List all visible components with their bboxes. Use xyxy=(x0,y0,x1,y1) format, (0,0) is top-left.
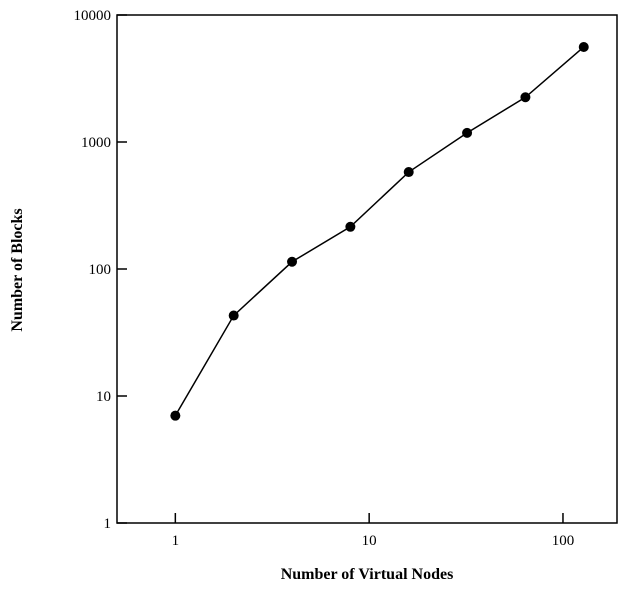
x-tick-label: 1 xyxy=(172,533,180,549)
point xyxy=(228,310,239,321)
y-tick-label: 100 xyxy=(89,262,112,278)
plot-frame xyxy=(116,14,618,524)
x-tick-label: 100 xyxy=(552,533,575,549)
x-tick-label: 10 xyxy=(362,533,377,549)
y-tick-label: 1000 xyxy=(81,135,111,151)
point xyxy=(403,167,414,178)
y-tick-label: 10 xyxy=(96,389,111,405)
y-tick-label: 1 xyxy=(104,516,112,532)
point xyxy=(462,127,473,138)
y-axis-label: Number of Blocks xyxy=(9,208,26,331)
point xyxy=(287,256,298,267)
point xyxy=(345,221,356,232)
line xyxy=(174,46,585,417)
x-axis-label: Number of Virtual Nodes xyxy=(281,566,454,583)
point xyxy=(578,41,589,52)
y-tick-label: 10000 xyxy=(74,8,112,24)
point xyxy=(170,410,181,421)
point xyxy=(520,92,531,103)
